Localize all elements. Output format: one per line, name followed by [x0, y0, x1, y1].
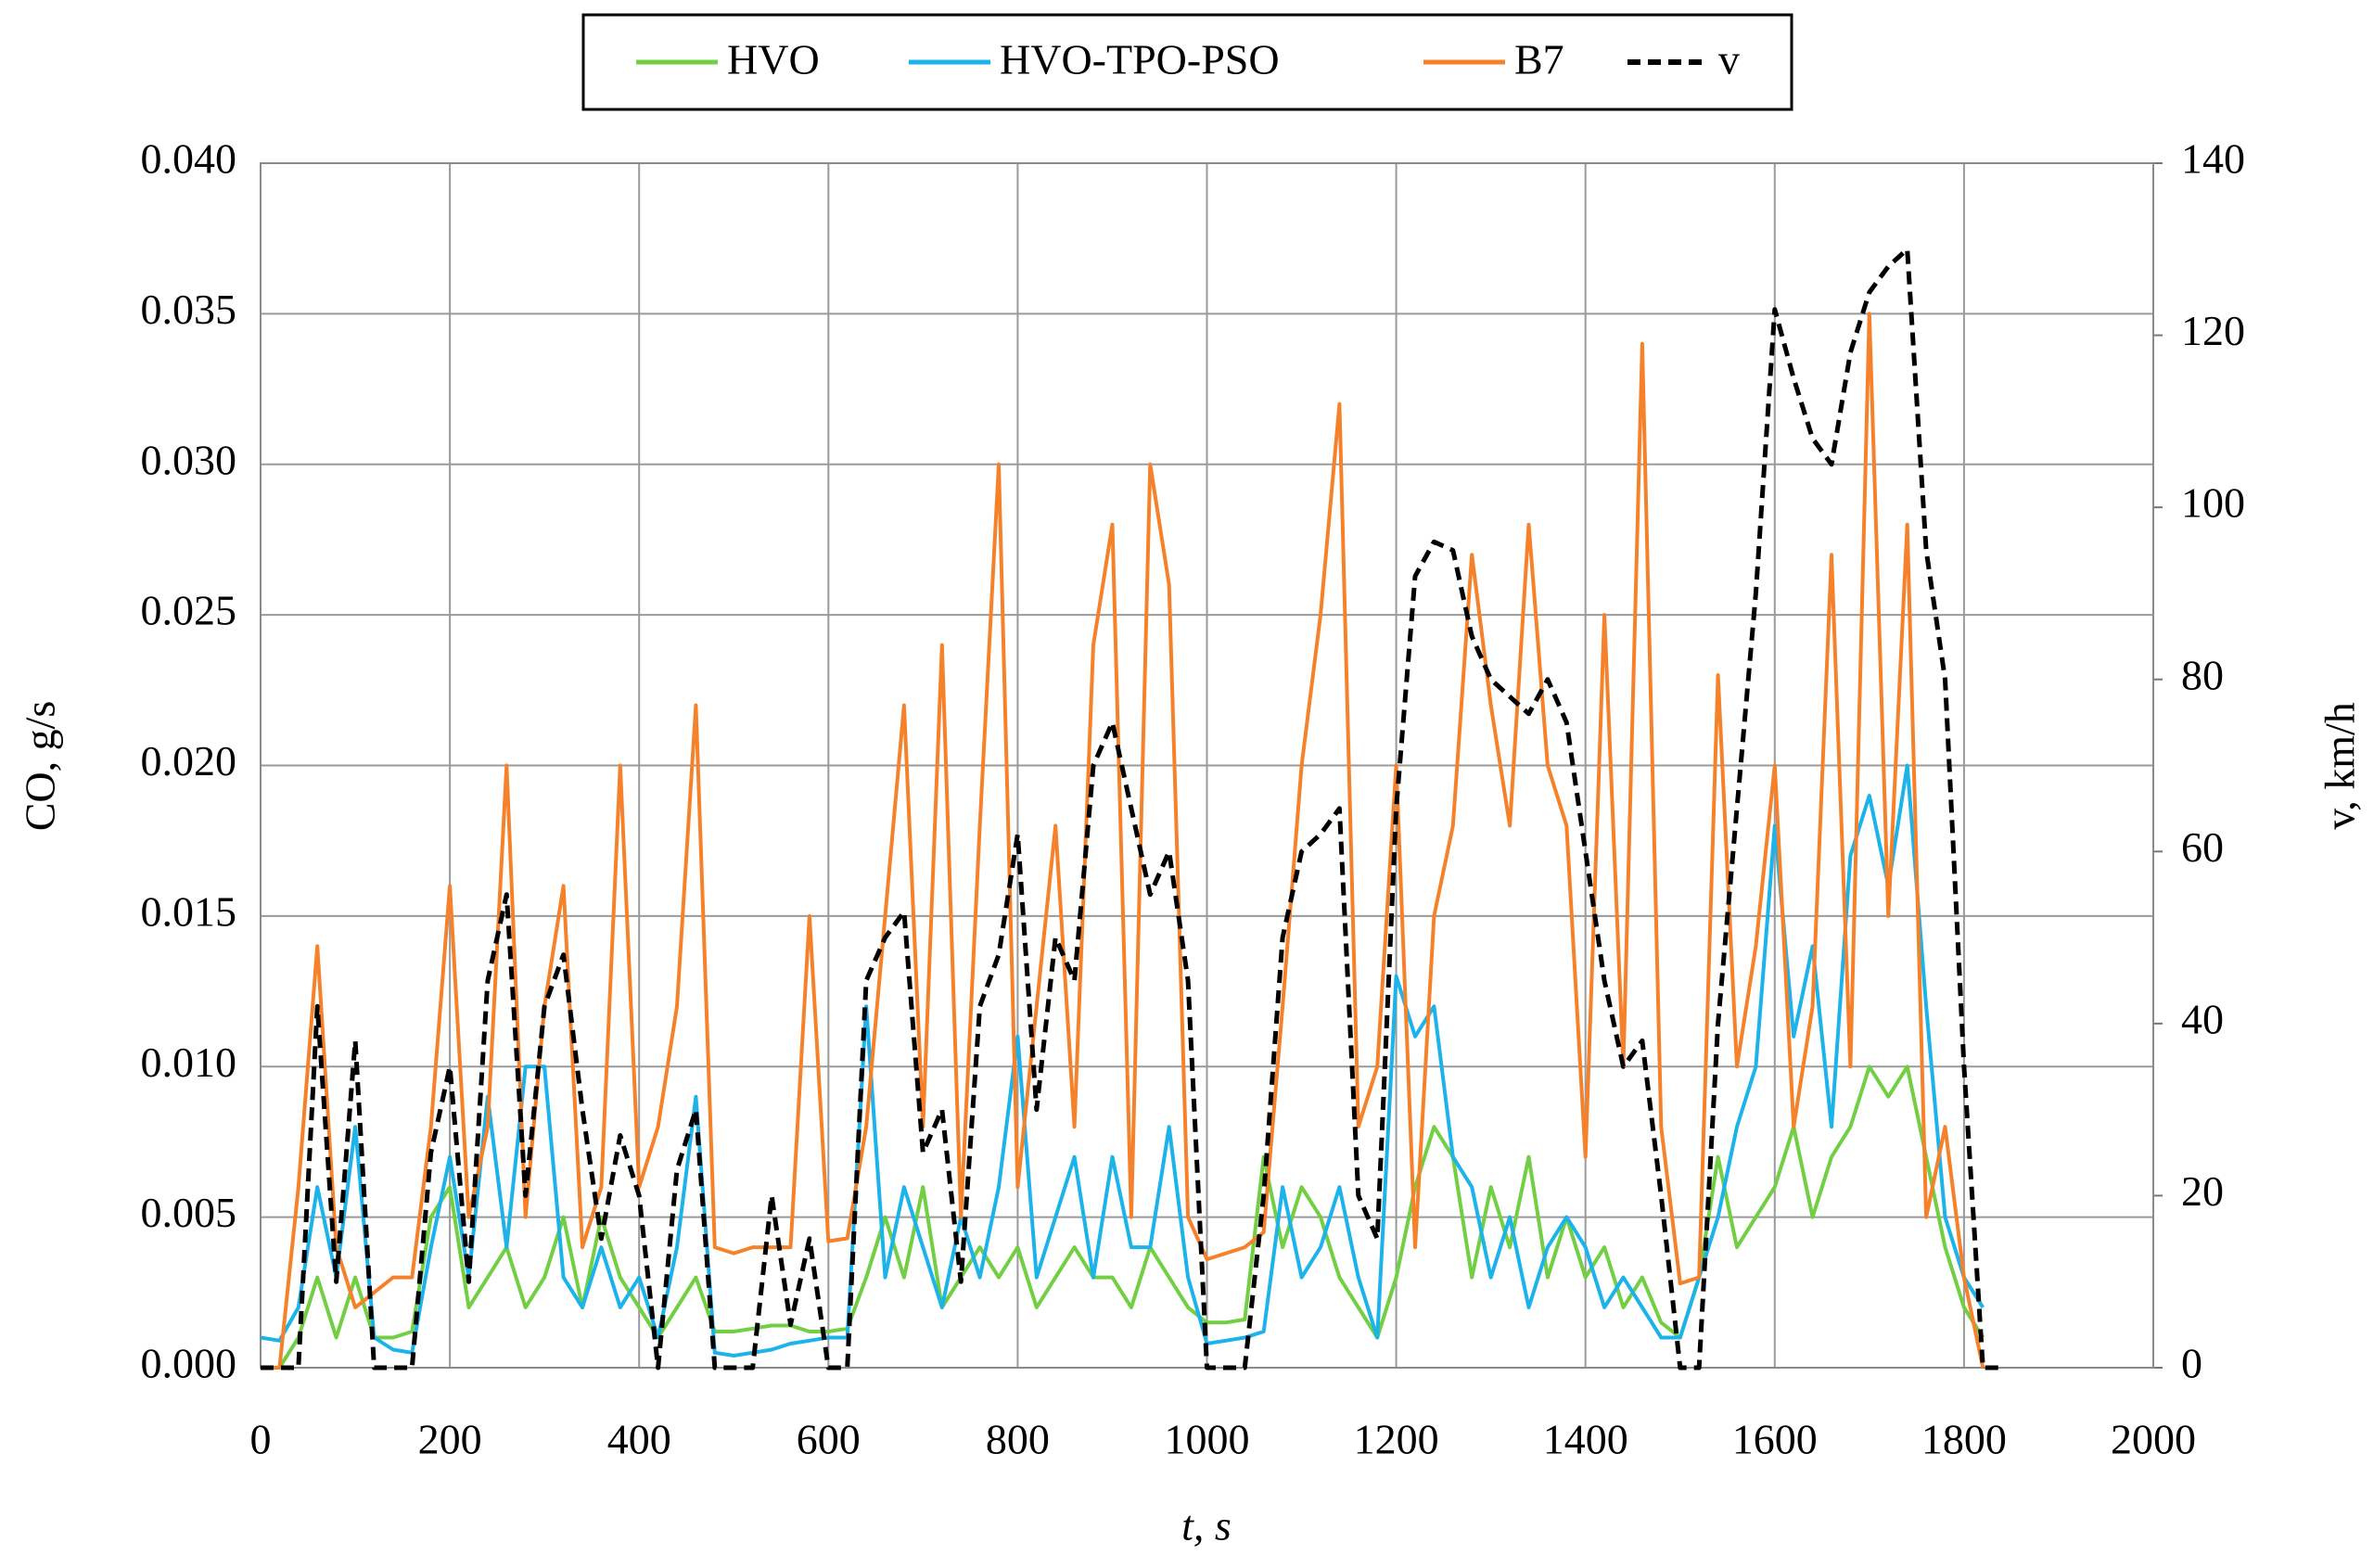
y2-tick-label: 100	[2181, 479, 2245, 527]
x-tick-label: 400	[607, 1416, 671, 1463]
x-axis-title: t, s	[1181, 1502, 1232, 1549]
y-tick-label: 0.035	[141, 286, 237, 333]
x-tick-label: 200	[418, 1416, 482, 1463]
x-tick-label: 600	[797, 1416, 861, 1463]
y2-tick-label: 60	[2181, 823, 2224, 871]
legend-label: B7	[1514, 36, 1564, 83]
x-tick-label: 1800	[1921, 1416, 2007, 1463]
y-axis-title: CO, g/s	[17, 701, 64, 832]
series-line	[260, 763, 1985, 1358]
y2-tick-label: 140	[2181, 135, 2245, 183]
series-line	[261, 312, 1985, 1370]
y-tick-label: 0.010	[141, 1039, 237, 1086]
y-tick-label: 0.040	[141, 135, 237, 183]
y-tick-label: 0.020	[141, 737, 237, 784]
y2-axis-title: v, km/h	[2317, 702, 2364, 830]
y2-tick-label: 80	[2181, 651, 2224, 698]
x-tick-label: 800	[986, 1416, 1050, 1463]
x-tick-label: 1600	[1732, 1416, 1818, 1463]
legend-label: HVO-TPO-PSO	[1000, 36, 1280, 83]
y-tick-label: 0.000	[141, 1340, 237, 1387]
y-tick-label: 0.005	[141, 1189, 237, 1236]
y2-tick-label: 40	[2181, 995, 2224, 1042]
x-tick-label: 1200	[1354, 1416, 1439, 1463]
x-tick-label: 2000	[2111, 1416, 2196, 1463]
legend-label: HVO	[727, 36, 820, 83]
legend-label: v	[1718, 36, 1740, 83]
legend-box	[581, 13, 1793, 111]
y-tick-label: 0.030	[141, 436, 237, 483]
series-line	[261, 247, 2002, 1370]
y2-tick-label: 120	[2181, 307, 2245, 354]
x-tick-label: 0	[250, 1416, 272, 1463]
y-tick-label: 0.025	[141, 587, 237, 634]
y2-tick-label: 20	[2181, 1167, 2224, 1215]
y2-tick-label: 0	[2181, 1340, 2202, 1387]
y-tick-label: 0.015	[141, 887, 237, 935]
x-tick-label: 1000	[1165, 1416, 1250, 1463]
x-tick-label: 1400	[1543, 1416, 1628, 1463]
